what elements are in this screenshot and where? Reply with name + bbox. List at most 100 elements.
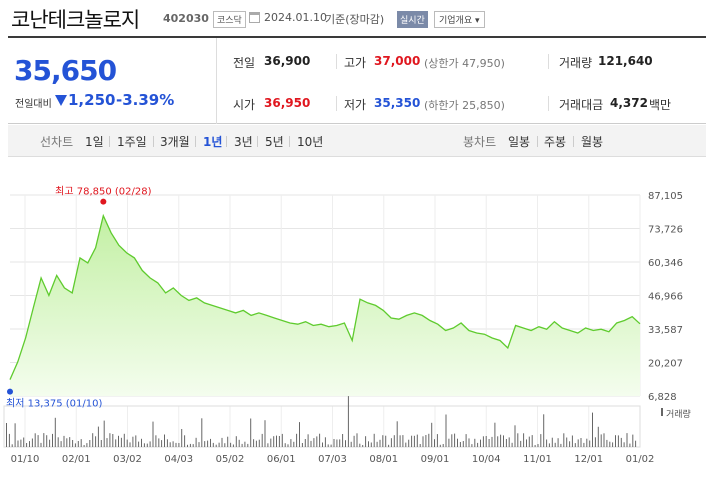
volume-bar — [534, 445, 536, 447]
volume-bar — [439, 444, 441, 447]
candle-chart-title: 봉차트 — [463, 135, 497, 149]
volume-bar — [505, 439, 507, 447]
volume-bar — [273, 436, 275, 447]
x-tick-label: 11/01 — [523, 454, 552, 465]
volume-legend: 거래량 — [666, 408, 691, 420]
volume-bar — [554, 442, 556, 447]
volume-bar — [80, 439, 82, 447]
volume-grid — [3, 405, 641, 448]
volume-bar — [290, 439, 292, 447]
period-1y[interactable]: 1년 — [203, 135, 223, 149]
volume-bar — [339, 439, 341, 447]
volume-bar — [359, 443, 361, 447]
volume-bar — [623, 442, 625, 447]
price-chart[interactable]: 87,105 73,726 60,346 46,966 33,587 20,207 6,82… — [0, 160, 706, 485]
volume-bar — [63, 435, 65, 447]
period-5y[interactable]: 5년 — [265, 135, 284, 149]
divider — [573, 136, 574, 147]
volume-bar — [77, 441, 79, 447]
volume-bar — [46, 435, 48, 447]
period-1w[interactable]: 1주일 — [117, 135, 147, 149]
volume-bar — [594, 437, 596, 447]
volume-bar — [442, 444, 444, 447]
company-info-dropdown[interactable]: 기업개요 ▾ — [434, 11, 485, 28]
volume-bar — [155, 435, 157, 447]
x-axis-labels: 01/10 02/01 03/02 04/03 05/02 06/01 07/03 08/01… — [11, 454, 655, 465]
volume-bar — [583, 442, 585, 447]
volume-bar — [425, 435, 427, 447]
period-10y[interactable]: 10년 — [297, 135, 324, 149]
prev-close-value: 36,900 — [264, 54, 311, 68]
period-1d[interactable]: 1일 — [85, 135, 104, 149]
divider — [153, 136, 154, 147]
volume-bar — [468, 438, 470, 447]
volume-bar — [31, 438, 33, 447]
volume-bar — [580, 438, 582, 447]
volume-bar — [299, 422, 300, 447]
volume-bar — [307, 434, 309, 447]
x-tick-label: 12/01 — [574, 454, 603, 465]
open-label: 시가 — [233, 98, 256, 112]
volume-bar — [253, 439, 255, 447]
volume-bar — [198, 442, 200, 447]
volume-bar — [560, 443, 562, 447]
volume-bar — [574, 443, 576, 447]
chevron-down-icon: ▾ — [475, 16, 480, 26]
amount-value: 4,372 — [610, 96, 648, 110]
volume-bar — [471, 444, 473, 447]
volume-bar — [250, 418, 252, 447]
volume-bar — [405, 442, 407, 447]
volume-bar — [600, 434, 602, 447]
volume-bar — [482, 436, 484, 447]
volume-bar — [11, 444, 13, 447]
volume-bar — [511, 442, 513, 447]
divider — [195, 136, 196, 147]
volume-bar — [333, 439, 335, 447]
volume-bar — [379, 439, 381, 447]
volume-bar — [577, 439, 579, 447]
period-3y[interactable]: 3년 — [234, 135, 253, 149]
candle-weekly[interactable]: 주봉 — [544, 135, 567, 149]
realtime-button[interactable]: 실시간 — [397, 11, 428, 28]
candle-daily[interactable]: 일봉 — [508, 135, 531, 149]
x-tick-label: 01/02 — [626, 454, 655, 465]
volume-bar — [617, 435, 619, 447]
high-label: 고가 — [344, 56, 367, 70]
volume-bar — [109, 433, 111, 447]
x-tick-label: 01/10 — [11, 454, 40, 465]
volume-bar — [69, 437, 71, 447]
volume-bar — [445, 414, 447, 447]
amount-unit: 백만 — [649, 98, 672, 112]
volume-bar — [270, 438, 272, 447]
volume-bar — [551, 437, 553, 447]
volume-bar — [238, 439, 240, 447]
divider — [537, 136, 538, 147]
volume-bar — [411, 435, 413, 447]
volume-bar — [34, 433, 36, 447]
volume-bar — [454, 433, 456, 447]
stock-name[interactable]: 코난테크놀로지 — [11, 8, 140, 32]
price-diff: 1,250 — [68, 91, 116, 109]
volume-bar — [336, 439, 338, 447]
volume-bar — [161, 440, 163, 447]
volume-bar — [517, 433, 519, 447]
min-price-label: 최저 13,375 (01/10) — [6, 398, 102, 410]
x-tick-label: 07/03 — [318, 454, 347, 465]
volume-bar — [324, 437, 326, 447]
base-date: 2024.01.10 — [264, 11, 327, 24]
volume-bar — [612, 442, 614, 447]
volume-bar — [457, 438, 458, 447]
volume-bar — [247, 443, 249, 447]
x-tick-label: 02/01 — [62, 454, 91, 465]
volume-bar — [267, 443, 269, 447]
volume-bar — [187, 444, 188, 447]
volume-bar — [60, 441, 62, 447]
volume-bar — [474, 438, 476, 447]
volume-bar — [531, 435, 533, 447]
period-3m[interactable]: 3개월 — [160, 135, 190, 149]
volume-bar — [72, 440, 74, 447]
volume-bar — [402, 435, 404, 447]
candle-monthly[interactable]: 월봉 — [581, 135, 604, 149]
volume-bar — [370, 442, 372, 447]
volume-bar — [319, 433, 321, 447]
